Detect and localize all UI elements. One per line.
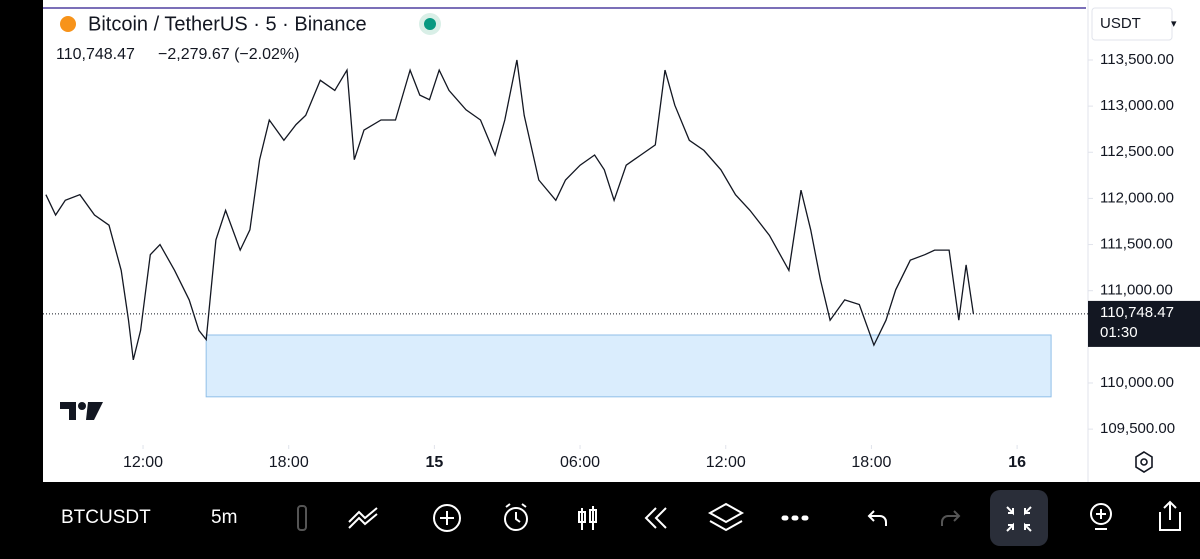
add-icon[interactable] [433,504,461,532]
replay-icon[interactable] [644,507,667,529]
countdown: 01:30 [1100,324,1138,341]
alert-icon[interactable] [504,507,528,531]
x-tick-label: 18:00 [269,454,309,471]
bitcoin-icon [60,16,76,32]
status-dot [424,18,436,30]
undo-icon[interactable] [867,510,887,526]
y-tick-label: 112,500.00 [1100,143,1174,160]
x-tick-label: 18:00 [851,454,891,471]
bars-icon[interactable] [578,506,597,530]
currency: USDT [1100,15,1141,32]
last-price-label: 110,748.47 [1100,304,1174,321]
redo-icon[interactable] [941,510,961,526]
y-tick-label: 110,000.00 [1100,374,1174,391]
toolbar: BTCUSDT 5m [61,490,1181,546]
x-tick-label: 12:00 [123,454,163,471]
symbol-title: Bitcoin / TetherUS · 5 · Binance [88,13,367,35]
settings-icon-center [1140,458,1148,466]
y-tick-label: 111,500.00 [1100,236,1173,253]
toolbar-interval[interactable]: 5m [211,507,237,528]
y-tick-label: 109,500.00 [1100,420,1175,437]
price-line [45,59,975,361]
header-change: −2,279.67 (−2.02%) [158,46,299,63]
share-icon[interactable] [1159,500,1181,531]
chart-type-icon[interactable] [297,505,307,531]
chart-background [43,0,1200,482]
y-tick-label: 112,000.00 [1100,189,1174,206]
y-tick-label: 113,500.00 [1100,51,1174,68]
price-zone [205,334,1052,398]
fullscreen-button[interactable] [990,490,1048,546]
x-tick-label: 15 [425,454,443,471]
tradingview-logo [60,402,103,420]
ideas-detail [1095,509,1107,530]
toolbar-symbol[interactable]: BTCUSDT [61,507,151,528]
layers-icon[interactable] [707,502,745,532]
y-tick-label: 111,000.00 [1100,282,1173,299]
y-tick-label: 113,000.00 [1100,97,1174,114]
header-price: 110,748.47 [56,46,135,63]
x-tick-label: 12:00 [706,454,746,471]
plot: 109,500.00110,000.00110,500.00111,000.00… [43,51,1200,471]
currency-button[interactable] [1091,7,1173,41]
alert-hands [505,503,527,523]
x-tick-label: 06:00 [560,454,600,471]
last-price-box [1088,300,1200,347]
x-tick-label: 16 [1008,454,1026,471]
indicators-icon[interactable] [348,507,378,529]
fullscreen-icon [1006,506,1032,532]
settings-icon[interactable] [1135,451,1153,473]
currency-caret: ▾ [1171,18,1177,30]
ideas-icon[interactable] [1090,503,1112,525]
add-plus [440,511,454,525]
